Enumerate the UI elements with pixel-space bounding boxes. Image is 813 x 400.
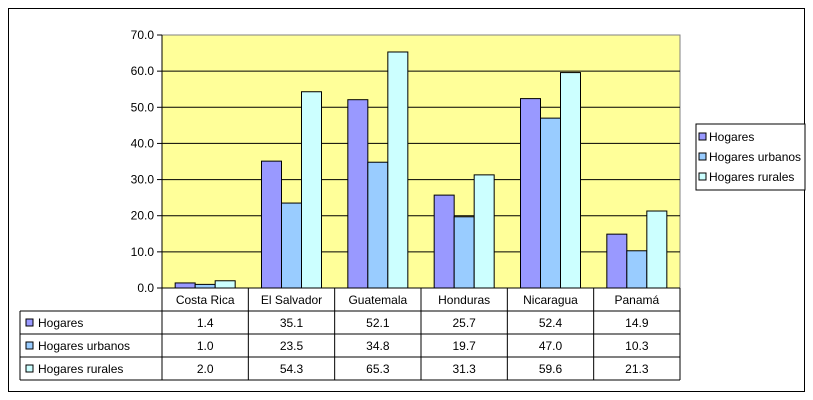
category-label: Honduras [438, 293, 490, 307]
y-tick-label: 40.0 [131, 136, 155, 150]
data-label: 35.1 [280, 316, 304, 330]
y-tick-label: 50.0 [131, 100, 155, 114]
bar [387, 51, 409, 289]
bar [453, 216, 475, 289]
data-label: 14.9 [625, 316, 649, 330]
data-label: 1.4 [197, 316, 214, 330]
data-label: 2.0 [197, 362, 214, 376]
bar [301, 91, 322, 289]
bar [347, 99, 369, 289]
y-tick-label: 20.0 [131, 209, 155, 223]
bar [433, 194, 455, 289]
data-label: 21.3 [625, 362, 649, 376]
legend-key [698, 152, 707, 161]
table-legend-key [25, 318, 34, 327]
table-series-label: Hogares [38, 316, 83, 330]
data-label: 1.0 [197, 339, 214, 353]
data-label: 65.3 [366, 362, 390, 376]
bar [214, 280, 236, 289]
data-label: 52.1 [366, 316, 390, 330]
table-legend-key [25, 341, 34, 350]
legend-box [695, 123, 806, 191]
data-label: 52.4 [539, 316, 563, 330]
category-label: Guatemala [348, 293, 407, 307]
bar [626, 250, 648, 289]
y-tick-label: 60.0 [131, 64, 155, 78]
data-label: 47.0 [539, 339, 563, 353]
data-label: 23.5 [280, 339, 304, 353]
data-label: 59.6 [539, 362, 563, 376]
legend-label: Hogares rurales [709, 170, 794, 184]
data-label: 54.3 [280, 362, 304, 376]
plot-area [161, 34, 681, 289]
data-label: 19.7 [452, 339, 476, 353]
bar [540, 117, 561, 289]
bar [174, 282, 196, 289]
table-legend-key [25, 364, 34, 373]
y-tick-label: 0.0 [137, 281, 154, 295]
data-label: 34.8 [366, 339, 390, 353]
category-label: Panamá [614, 293, 659, 307]
legend-label: Hogares urbanos [709, 150, 801, 164]
bar [367, 161, 389, 289]
bar [281, 202, 302, 289]
bar [520, 98, 541, 289]
data-label: 31.3 [452, 362, 476, 376]
data-label: 10.3 [625, 339, 649, 353]
y-tick-label: 10.0 [131, 245, 155, 259]
bar [473, 174, 495, 289]
table-series-label: Hogares urbanos [38, 339, 130, 353]
category-label: Costa Rica [176, 293, 235, 307]
legend-label: Hogares [709, 130, 754, 144]
table-series-label: Hogares rurales [38, 362, 123, 376]
bar [646, 210, 668, 289]
bar [606, 233, 628, 289]
legend-key [698, 132, 707, 141]
legend-key [698, 172, 707, 181]
category-label: Nicaragua [523, 293, 578, 307]
bar [560, 72, 581, 289]
y-tick-label: 70.0 [131, 28, 155, 42]
bar [261, 160, 282, 289]
category-label: El Salvador [261, 293, 322, 307]
y-tick-label: 30.0 [131, 173, 155, 187]
data-label: 25.7 [452, 316, 476, 330]
bar [194, 283, 216, 289]
